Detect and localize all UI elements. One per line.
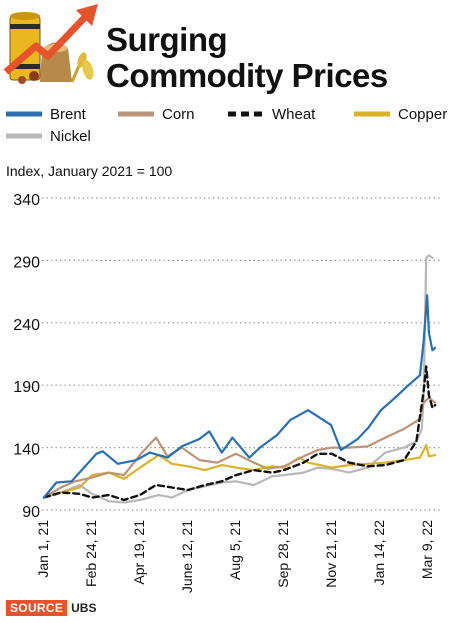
x-tick-label: Jan 14, 22 <box>371 520 387 586</box>
logo-illustration <box>2 2 104 88</box>
legend-item-brent: Brent <box>6 104 86 124</box>
legend-label-nickel: Nickel <box>50 127 91 145</box>
trend-up-arrow-icon <box>3 11 91 75</box>
legend: Brent Corn Wheat Copper Nickel <box>6 104 450 146</box>
x-tick-label: Nov 21, 21 <box>323 520 339 588</box>
chart-title: Surging Commodity Prices <box>106 22 388 94</box>
line-chart: 90 140 190 240 290 340 Jan 1, 21 Feb 24, 21 Apr… <box>13 192 442 593</box>
source-line: SOURCE UBS <box>6 600 96 616</box>
legend-label-corn: Corn <box>162 105 195 123</box>
y-tick-label: 140 <box>13 442 40 459</box>
legend-item-nickel: Nickel <box>6 126 91 146</box>
x-tick-label: Aug 5, 21 <box>227 520 243 580</box>
y-tick-label: 240 <box>13 317 40 334</box>
legend-label-brent: Brent <box>50 105 86 123</box>
legend-label-wheat: Wheat <box>272 105 316 123</box>
legend-item-wheat: Wheat <box>228 104 315 124</box>
source-tag: SOURCE <box>6 600 68 616</box>
title-line-2: Commodity Prices <box>106 57 388 94</box>
y-tick-label: 190 <box>13 379 40 396</box>
legend-label-copper: Copper <box>398 105 448 123</box>
x-tick-label: Feb 24, 21 <box>83 520 99 587</box>
x-tick-label: Jan 1, 21 <box>35 520 51 578</box>
legend-item-copper: Copper <box>354 104 447 124</box>
legend-item-corn: Corn <box>118 104 195 124</box>
y-tick-label: 340 <box>13 192 40 209</box>
chart-subtitle: Index, January 2021 = 100 <box>6 163 173 179</box>
series-line-copper <box>42 444 437 499</box>
series-line-wheat <box>42 365 437 502</box>
series-line-corn <box>42 396 437 499</box>
series-line-brent <box>42 294 437 499</box>
x-tick-label: Mar 9, 22 <box>419 520 435 579</box>
y-tick-label: 290 <box>13 254 40 271</box>
x-tick-label: Apr 19, 21 <box>131 520 147 585</box>
y-tick-label: 90 <box>22 504 40 521</box>
x-tick-label: Sep 28, 21 <box>275 520 291 588</box>
title-line-1: Surging <box>106 21 228 58</box>
source-value: UBS <box>71 601 97 615</box>
x-tick-label: June 12, 21 <box>179 520 195 593</box>
